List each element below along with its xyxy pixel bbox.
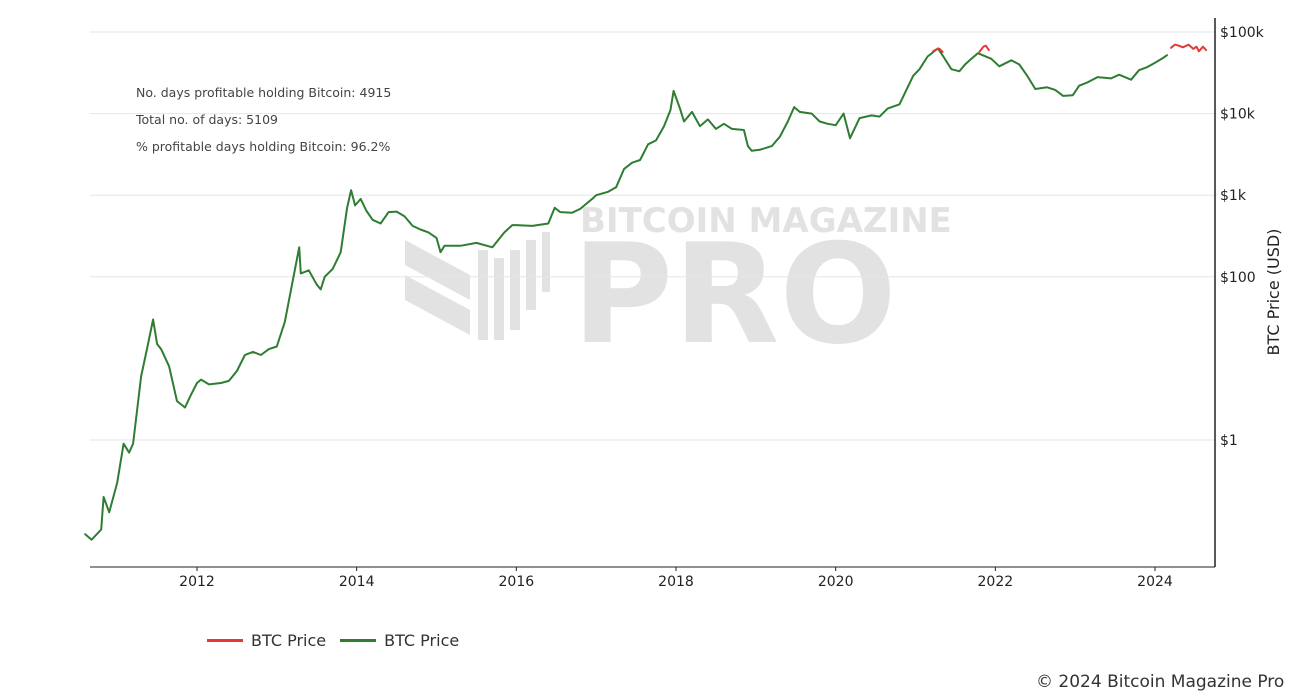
y-tick-label: $100k bbox=[1220, 25, 1265, 41]
legend-label-red: BTC Price bbox=[251, 631, 327, 650]
copyright-footer: © 2024 Bitcoin Magazine Pro bbox=[1036, 672, 1285, 692]
y-tick-label: $10k bbox=[1220, 107, 1256, 123]
x-tick-label: 2014 bbox=[339, 574, 375, 590]
btc-price-line-green bbox=[84, 47, 1168, 541]
y-tick-label: $100 bbox=[1220, 270, 1256, 286]
legend-item-green[interactable]: BTC Price bbox=[340, 631, 459, 650]
percent-profitable-text: % profitable days holding Bitcoin: 96.2% bbox=[136, 139, 391, 154]
watermark: BITCOIN MAGAZINE PRO bbox=[405, 201, 952, 375]
legend-swatch-green bbox=[340, 639, 377, 642]
watermark-logo-icon bbox=[405, 232, 550, 340]
y-tick-label: $1 bbox=[1220, 433, 1238, 449]
btc-price-line-red bbox=[978, 44, 990, 53]
x-tick-label: 2020 bbox=[818, 574, 854, 590]
profitable-days-text: No. days profitable holding Bitcoin: 491… bbox=[136, 85, 392, 100]
watermark-top-text: BITCOIN MAGAZINE bbox=[580, 201, 952, 241]
btc-price-line-red bbox=[1170, 43, 1208, 53]
x-tick-label: 2018 bbox=[658, 574, 694, 590]
grid bbox=[90, 31, 1215, 441]
legend-label-green: BTC Price bbox=[384, 631, 460, 650]
x-tick-label: 2016 bbox=[499, 574, 535, 590]
x-tick-label: 2012 bbox=[179, 574, 215, 590]
legend-swatch-red bbox=[207, 639, 243, 642]
axes: $1 $100 $1k $10k $100k 2012 2014 2016 2018 2020 20… bbox=[90, 18, 1265, 590]
x-tick-label: 2024 bbox=[1137, 574, 1173, 590]
y-axis-label: BTC Price (USD) bbox=[1264, 229, 1283, 356]
profit-stats: No. days profitable holding Bitcoin: 491… bbox=[136, 79, 391, 160]
legend-item-red[interactable]: BTC Price bbox=[207, 631, 326, 650]
btc-price-line-red bbox=[932, 47, 944, 53]
watermark-main-text: PRO bbox=[572, 214, 897, 375]
x-tick-label: 2022 bbox=[978, 574, 1014, 590]
series-group bbox=[84, 43, 1208, 541]
y-tick-label: $1k bbox=[1220, 188, 1247, 204]
legend: BTC Price BTC Price bbox=[207, 631, 473, 650]
total-days-text: Total no. of days: 5109 bbox=[136, 112, 278, 127]
